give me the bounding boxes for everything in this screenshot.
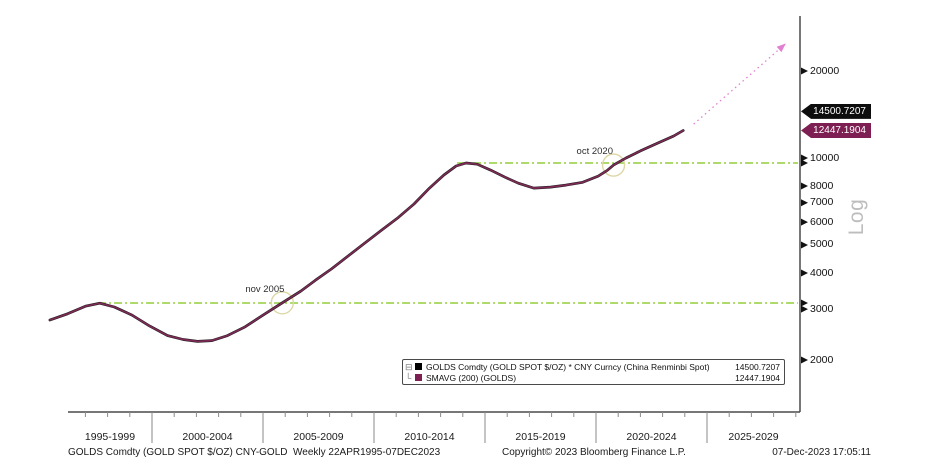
- footer-copyright: Copyright© 2023 Bloomberg Finance L.P.: [502, 447, 686, 458]
- tree-branch-icon: └: [405, 372, 412, 383]
- y-tick-label: 10000: [810, 151, 840, 164]
- footer-timestamp: 07-Dec-2023 17:05:11: [772, 447, 871, 458]
- legend-box: ⊟ GOLDS Comdty (GOLD SPOT $/OZ) * CNY Cu…: [402, 359, 785, 385]
- x-axis-period-label: 2015-2019: [515, 431, 566, 443]
- last-price-tag: 14500.7207: [801, 103, 871, 119]
- log-scale-label[interactable]: Log: [845, 198, 868, 236]
- golds-series-swatch-icon: [415, 363, 422, 370]
- x-axis-period-label: 2020-2024: [626, 431, 677, 443]
- y-tick-label: 3000: [810, 302, 834, 315]
- y-tick-label: 2000: [810, 353, 834, 366]
- x-axis-period-label: 2025-2029: [728, 431, 779, 443]
- last-price-tag: 12447.1904: [801, 123, 871, 139]
- legend-value: 14500.7207: [735, 361, 780, 372]
- tree-collapse-icon[interactable]: ⊟: [405, 361, 413, 372]
- legend-label: SMAVG (200) (GOLDS): [426, 372, 517, 383]
- y-tick-label: 7000: [810, 196, 834, 209]
- x-axis-period-label: 2010-2014: [404, 431, 455, 443]
- annotation-nov-2005: nov 2005: [245, 283, 285, 295]
- x-axis-period-label: 2000-2004: [182, 431, 233, 443]
- smavg-series-swatch-icon: [415, 374, 422, 381]
- legend-row-golds[interactable]: ⊟ GOLDS Comdty (GOLD SPOT $/OZ) * CNY Cu…: [405, 361, 780, 372]
- x-axis-period-label: 2005-2009: [293, 431, 344, 443]
- legend-label: GOLDS Comdty (GOLD SPOT $/OZ) * CNY Curn…: [426, 361, 710, 372]
- legend-row-smavg[interactable]: └ SMAVG (200) (GOLDS) 12447.1904: [405, 372, 780, 383]
- y-tick-label: 6000: [810, 215, 834, 228]
- y-tick-label: 20000: [810, 64, 840, 77]
- y-tick-label: 5000: [810, 238, 834, 251]
- y-tick-label: 8000: [810, 179, 834, 192]
- x-axis-period-label: 1995-1999: [84, 431, 136, 443]
- annotation-oct-2020: oct 2020: [576, 146, 613, 158]
- footer-security-info: GOLDS Comdty (GOLD SPOT $/OZ) CNY-GOLD W…: [68, 447, 441, 458]
- legend-value: 12447.1904: [735, 372, 780, 383]
- y-tick-label: 4000: [810, 266, 834, 279]
